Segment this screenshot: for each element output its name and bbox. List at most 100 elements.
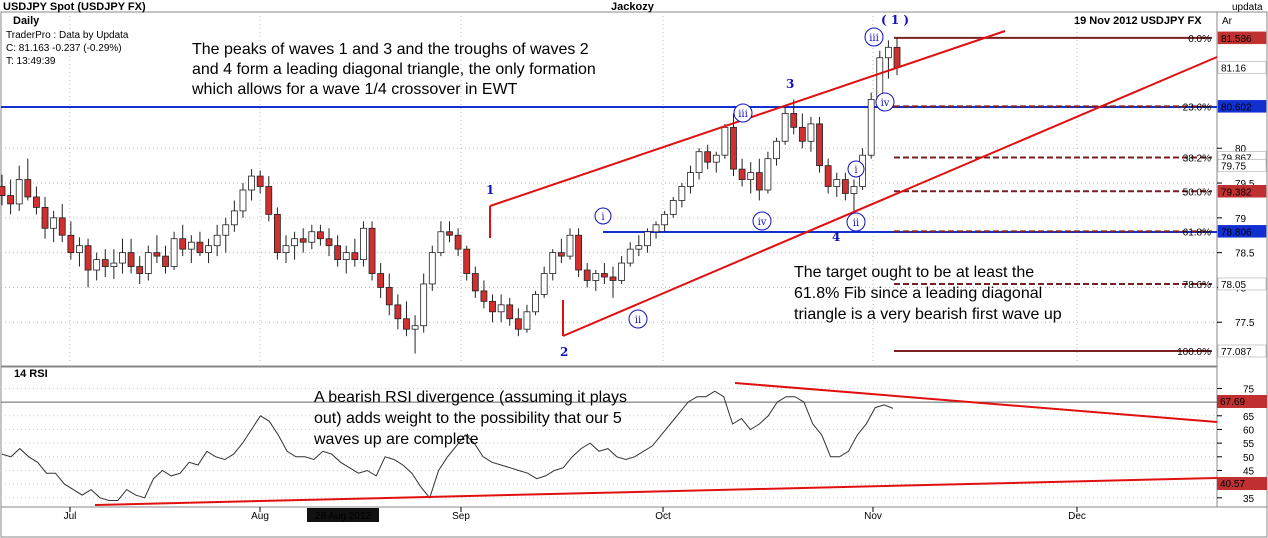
candle (764, 151, 772, 194)
candle-up (695, 151, 703, 174)
candle (773, 137, 780, 166)
candle (308, 224, 316, 250)
annotation-2-line2: 61.8% Fib since a leading diagonal (794, 285, 1042, 302)
price-label-text: 79.382 (1221, 187, 1252, 198)
candle (428, 245, 436, 291)
price-label: 78.806 (1217, 225, 1267, 238)
candle-down (738, 168, 746, 180)
candle (532, 290, 539, 316)
candle (7, 179, 15, 215)
candle-down (583, 269, 591, 281)
price-label: 80.602 (1217, 100, 1267, 113)
candle-up (420, 283, 428, 327)
candle-down (798, 126, 806, 142)
svg-text:67.69: 67.69 (1220, 397, 1245, 408)
candle (635, 235, 643, 257)
candle (144, 245, 152, 281)
svg-text:ii: ii (853, 218, 859, 229)
rsi-line (1, 390, 894, 501)
candle-down (136, 266, 144, 274)
candle-up (781, 113, 789, 142)
candle-down (385, 287, 393, 306)
candle (248, 169, 255, 201)
candle-down (394, 304, 402, 320)
candle (273, 207, 281, 260)
price-label-box (1217, 277, 1267, 291)
candle-down (893, 46, 901, 68)
candle (644, 228, 651, 253)
candle-down (58, 217, 66, 236)
price-label-box (1217, 159, 1267, 172)
fib-pct-label: 100.0% (1177, 347, 1211, 358)
candle-up (411, 325, 419, 330)
candle (575, 228, 582, 277)
candle-up (170, 238, 178, 267)
candle (325, 228, 333, 257)
annotation-3-line1: A bearish RSI divergence (assuming it pl… (314, 389, 627, 406)
candle (239, 183, 247, 218)
candle (583, 263, 591, 288)
candle-up (867, 99, 875, 156)
rsi-tick-label: 60 (1243, 425, 1255, 436)
candle (626, 242, 634, 267)
candle-down (704, 151, 712, 163)
annotation-3-line2: out) adds weight to the possibility that… (314, 410, 622, 427)
candle (368, 221, 376, 281)
candle-up (661, 213, 669, 226)
candle-down (33, 196, 40, 208)
candle-up (144, 252, 152, 274)
candle-down (841, 179, 849, 194)
svg-text:iv: iv (881, 98, 890, 109)
price-label-box (1217, 31, 1267, 45)
candle (342, 245, 350, 274)
price-label: 79.75 (1217, 159, 1267, 173)
candle (592, 270, 600, 291)
candle-up (833, 179, 841, 187)
subwave-iv-b: iv (875, 92, 895, 112)
symbol-title: USDJPY Spot (USDJPY FX) (3, 1, 146, 13)
candle (394, 294, 402, 330)
candle-up (360, 227, 367, 260)
time-axis: Jul Aug Sep Oct Nov Dec (64, 507, 1086, 522)
time-tick-label: Jul (64, 511, 77, 522)
candle-down (377, 273, 385, 288)
rsi-support-line (94, 477, 1218, 506)
candle (93, 252, 101, 281)
time-tick-label: Nov (864, 511, 882, 522)
candle-down (368, 227, 376, 274)
candle-down (471, 273, 479, 292)
candle (446, 221, 453, 243)
candle (213, 224, 221, 257)
main-panel (0, 11, 1218, 367)
info-line3: T: 13:49:39 (6, 56, 56, 67)
candle (747, 162, 755, 194)
candle (704, 144, 712, 170)
candle-down (101, 259, 109, 267)
candle (58, 203, 66, 243)
updata-brand: updata (1232, 2, 1263, 13)
candle-down (41, 206, 49, 229)
candle-up (721, 126, 729, 156)
timeframe-label: Daily (13, 15, 40, 27)
candle (850, 179, 858, 211)
candle-up (230, 210, 238, 226)
candle-up (884, 46, 892, 59)
price-label-text: 78.806 (1221, 227, 1252, 238)
price-label-text: 79.75 (1221, 162, 1246, 173)
info-line2: C: 81.163 -0.237 (-0.29%) (6, 43, 122, 54)
candle (601, 263, 608, 284)
fib-pct-label: 0.0% (1188, 34, 1211, 45)
rsi-tick-label: 50 (1243, 453, 1255, 464)
candle-up (764, 158, 772, 191)
candle-down (609, 276, 617, 281)
candle-up (850, 186, 858, 194)
candle-up (248, 175, 255, 191)
price-tick-label: 77.5 (1235, 318, 1255, 329)
candle-down (446, 231, 453, 236)
candle (841, 172, 849, 201)
candle (506, 297, 514, 326)
candle (170, 231, 178, 271)
candle (76, 237, 83, 267)
price-label-box (1217, 100, 1267, 113)
